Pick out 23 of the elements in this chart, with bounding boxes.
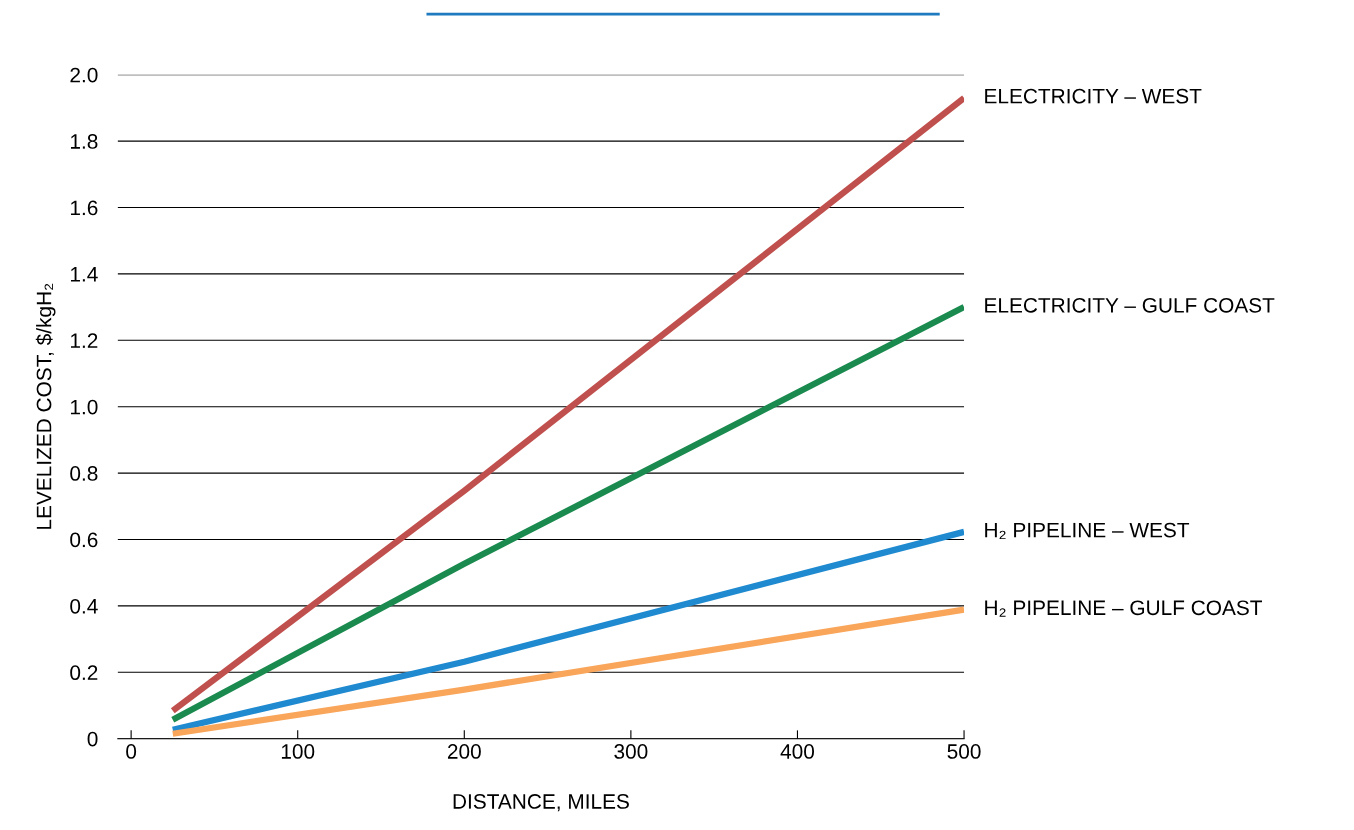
x-tick-label: 300: [614, 744, 648, 759]
y-tick-label: 2.0: [70, 67, 98, 83]
y-tick-label: 0.6: [70, 532, 98, 548]
y-tick-label: 0.2: [70, 665, 98, 681]
x-tick-label: 400: [780, 744, 815, 759]
x-tick-label: 0: [126, 744, 137, 759]
series-label: ELECTRICITY – WEST: [985, 88, 1202, 104]
y-axis-title: LEVELIZED COST, $/kgH₂: [35, 283, 56, 529]
series-label: ELECTRICITY – GULF COAST: [985, 297, 1275, 313]
y-tick-label: 1.2: [70, 333, 98, 348]
y-tick-label: 1.0: [70, 399, 98, 415]
x-tick-label: 100: [281, 744, 315, 759]
y-tick-label: 1.6: [70, 200, 98, 216]
y-tick-label: 0.4: [70, 598, 98, 614]
x-axis-title: DISTANCE, MILES: [453, 794, 629, 812]
y-tick-label: 1.4: [70, 267, 98, 282]
x-tick-label: 200: [447, 744, 481, 759]
y-tick-label: 1.8: [70, 134, 98, 149]
x-tick-label: 500: [947, 744, 981, 759]
series-label: H₂ PIPELINE – WEST: [985, 522, 1190, 540]
series-label: H₂ PIPELINE – GULF COAST: [985, 600, 1263, 617]
y-tick-label: 0: [87, 731, 98, 747]
y-tick-label: 0.8: [70, 466, 98, 481]
